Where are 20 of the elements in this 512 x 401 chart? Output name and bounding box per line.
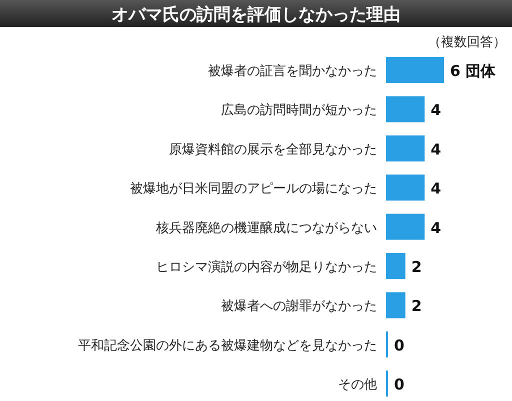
y-tick-label: 被爆者への謝罪がなかった	[221, 299, 377, 314]
y-tick-label: 被爆者の証言を聞かなかった	[208, 63, 377, 79]
y-tick-label: 核兵器廃絶の機運醸成につながらない	[155, 220, 377, 236]
y-tick-label: 原爆資料館の展示を全部見なかった	[169, 142, 377, 158]
data-label: 6 団体	[450, 62, 497, 80]
data-label: 0	[394, 376, 404, 394]
data-label: 0	[394, 336, 404, 354]
data-label: 4	[430, 101, 442, 120]
y-tick-label: 平和記念公園の外にある被爆建物などを見なかった	[78, 338, 377, 354]
y-tick-label: 被爆地が日米同盟のアピールの場になった	[130, 182, 377, 197]
data-label: 4	[430, 180, 442, 198]
data-label: 4	[430, 140, 442, 158]
y-tick-label: その他	[338, 378, 377, 393]
data-label: 2	[411, 258, 422, 276]
data-label: 2	[411, 297, 422, 316]
y-tick-label: ヒロシマ演説の内容が物足りなかった	[156, 259, 377, 275]
y-tick-label: 広島の訪問時間が短かった	[221, 102, 377, 118]
data-label: 4	[430, 218, 442, 237]
chart-subtitle: （複数回答）	[428, 35, 506, 50]
chart-title: オバマ氏の訪問を評価しなかった理由	[112, 5, 400, 25]
